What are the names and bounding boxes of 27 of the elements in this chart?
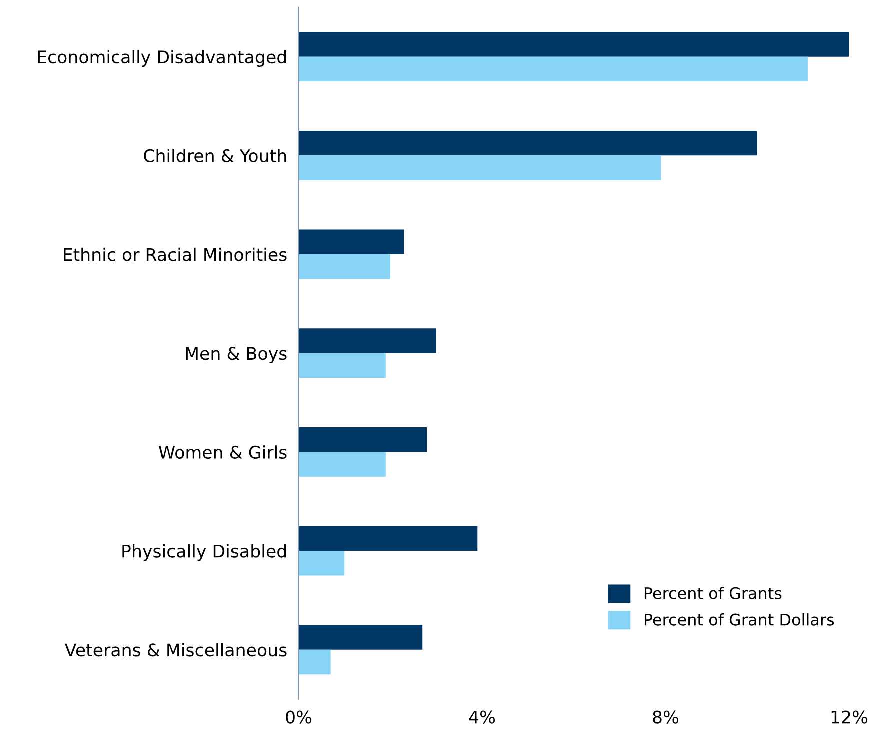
bar — [298, 353, 386, 378]
x-tick-label: 12% — [832, 710, 868, 724]
y-tick-label: Ethnic or Racial Minorities — [64, 248, 287, 262]
x-tick-label: 0% — [286, 710, 312, 724]
y-tick-label: Economically Disadvantaged — [38, 50, 286, 68]
y-tick-label: Men & Boys — [186, 347, 287, 364]
bar — [298, 156, 662, 180]
bar — [298, 130, 758, 156]
bar — [298, 254, 390, 280]
legend-label: Percent of Grants — [644, 587, 782, 600]
bar — [298, 32, 850, 57]
bar — [298, 650, 331, 675]
bar — [298, 427, 428, 452]
x-tick-label: 8% — [653, 710, 679, 724]
y-tick-label: Veterans & Miscellaneous — [64, 643, 287, 657]
bar — [298, 328, 436, 354]
bar — [298, 452, 386, 477]
y-tick-label: Physically Disabled — [122, 544, 286, 562]
y-tick-label: Women & Girls — [159, 446, 287, 460]
bar — [298, 230, 404, 255]
bar — [298, 526, 478, 552]
legend-label: Percent of Grant Dollars — [644, 614, 834, 626]
x-tick-label: 4% — [469, 710, 496, 724]
bar — [298, 625, 423, 650]
bar — [298, 56, 808, 82]
bar — [298, 551, 345, 576]
y-tick-label: Children & Youth — [144, 149, 286, 163]
